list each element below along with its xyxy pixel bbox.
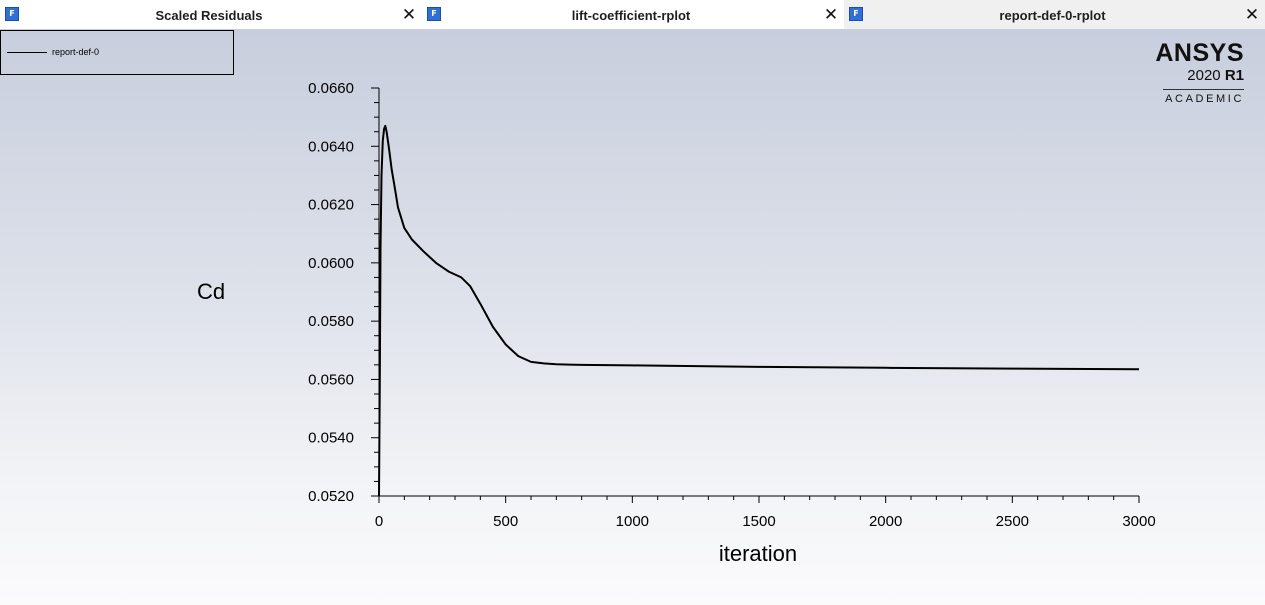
y-tick-label: 0.0560 [308, 371, 354, 388]
x-tick-label: 500 [493, 513, 518, 530]
close-icon[interactable]: ✕ [1244, 5, 1260, 25]
plot-viewport[interactable]: report-def-0 ANSYS 2020 R1 ACADEMIC 0 500… [0, 29, 1265, 605]
x-tick-label: 1500 [742, 513, 775, 530]
logo-divider [1163, 89, 1244, 90]
tab-label: lift-coefficient-rplot [571, 8, 691, 23]
logo-brand: ANSYS [1155, 39, 1244, 67]
y-tick-label: 0.0520 [308, 488, 354, 505]
logo-version-year: 2020 [1187, 67, 1221, 84]
x-axis-ticks: 0 500 1000 1500 2000 2500 3000 [375, 496, 1156, 530]
y-axis-title: Cd [197, 279, 225, 304]
ansys-logo: ANSYS 2020 R1 ACADEMIC [1155, 39, 1248, 114]
x-tick-label: 2500 [996, 513, 1029, 530]
tab-scaled-residuals[interactable]: F Scaled Residuals ✕ [0, 0, 422, 29]
x-tick-label: 1000 [616, 513, 649, 530]
x-tick-label: 2000 [869, 513, 902, 530]
fluent-icon: F [427, 7, 441, 21]
x-tick-label: 0 [375, 513, 383, 530]
y-tick-label: 0.0640 [308, 138, 354, 155]
fluent-icon: F [5, 7, 19, 21]
logo-version: 2020 R1 [1187, 67, 1244, 84]
y-tick-label: 0.0620 [308, 197, 354, 214]
close-icon[interactable]: ✕ [823, 5, 839, 25]
chart-legend: report-def-0 [0, 30, 234, 75]
x-tick-label: 3000 [1122, 513, 1155, 530]
y-tick-label: 0.0540 [308, 430, 354, 447]
chart-series [378, 124, 1140, 497]
legend-entry-label: report-def-0 [52, 47, 100, 57]
plot-tab-bar: F Scaled Residuals ✕ F lift-coefficient-… [0, 0, 1265, 29]
series-line-report-def-0 [378, 124, 1140, 497]
x-axis-title: iteration [719, 541, 797, 566]
legend-line-swatch [7, 52, 47, 53]
y-axis-ticks: 0.0520 0.0540 0.0560 0.0580 0.0600 0.0620 0.06… [308, 80, 379, 505]
logo-edition: ACADEMIC [1165, 93, 1244, 105]
y-tick-label: 0.0660 [308, 80, 354, 97]
tab-report-def-0-rplot[interactable]: F report-def-0-rplot ✕ [844, 0, 1265, 29]
cd-convergence-chart: 0 500 1000 1500 2000 2500 3000 0.05200.05400.0… [197, 80, 1156, 566]
tab-label: report-def-0-rplot [999, 8, 1106, 23]
close-icon[interactable]: ✕ [401, 5, 417, 25]
logo-version-release: R1 [1224, 67, 1244, 84]
tab-lift-coefficient-rplot[interactable]: F lift-coefficient-rplot ✕ [422, 0, 844, 29]
fluent-icon: F [849, 7, 863, 21]
chart-axes [378, 88, 1139, 497]
y-tick-label: 0.0580 [308, 313, 354, 330]
tab-label: Scaled Residuals [155, 8, 263, 23]
y-tick-label: 0.0600 [308, 255, 354, 272]
